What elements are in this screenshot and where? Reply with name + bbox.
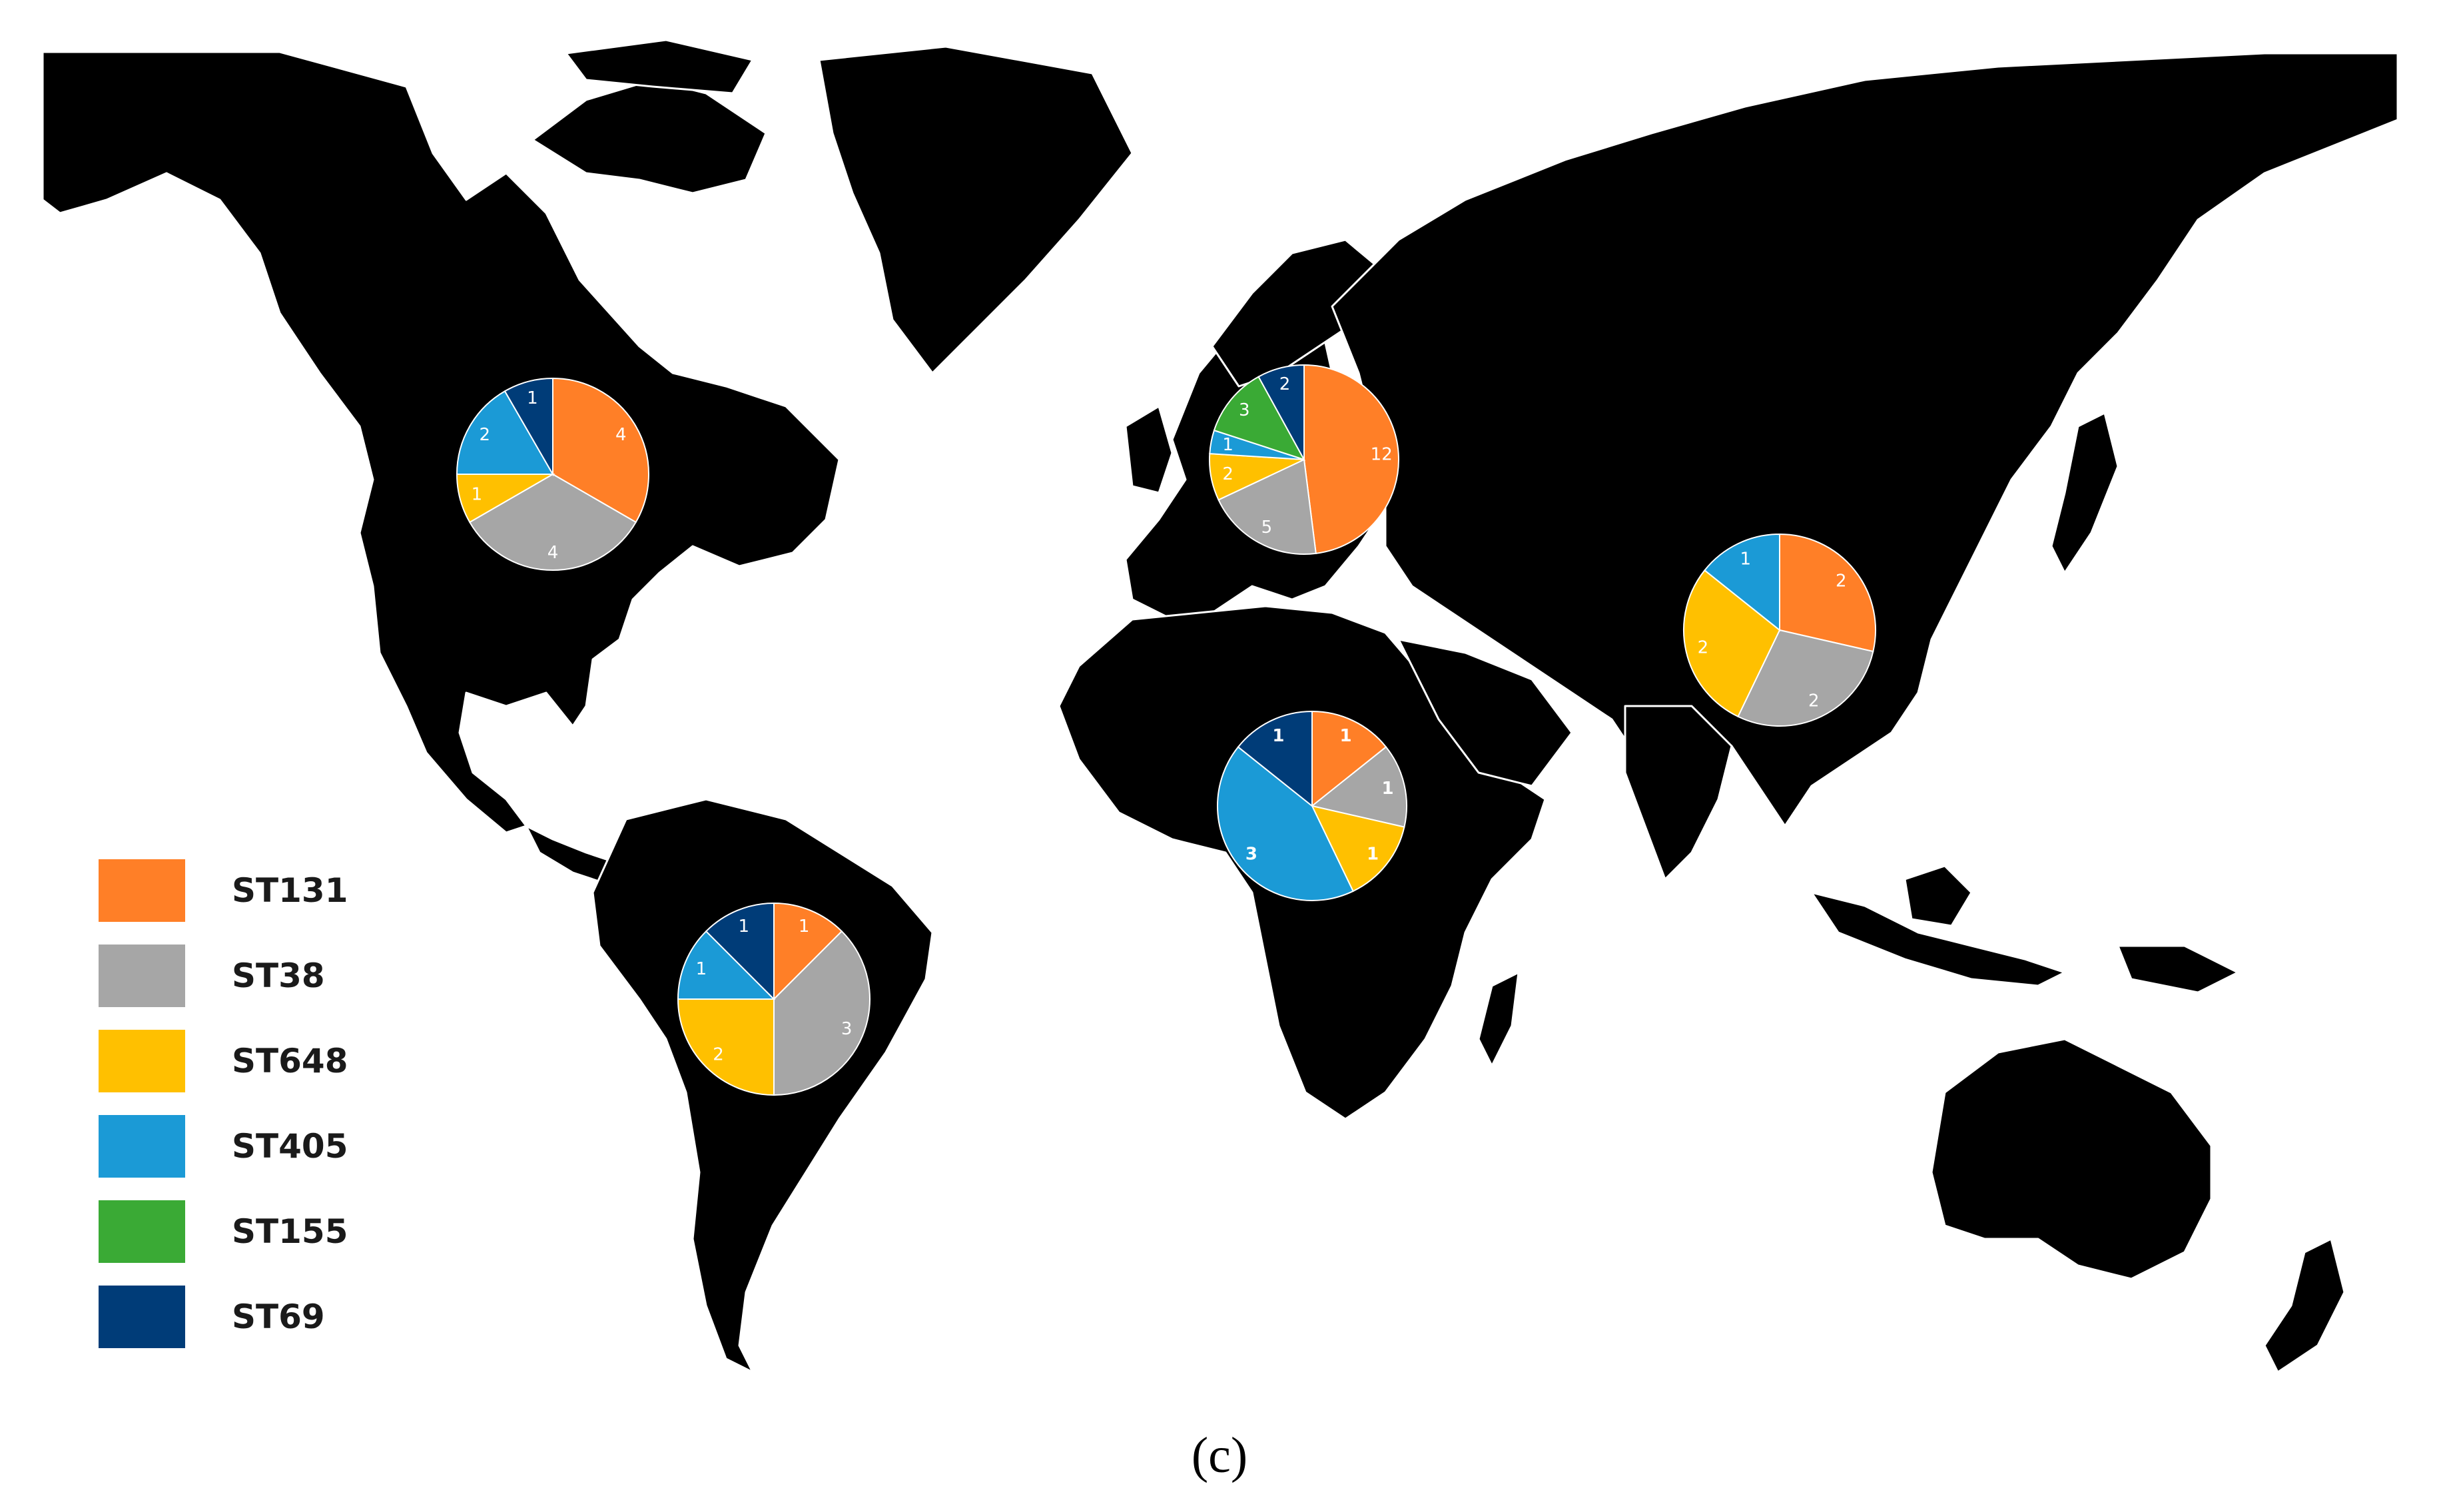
pie-slice-st131 [552, 377, 649, 524]
pie-slice-label: 1 [1740, 550, 1751, 569]
arctic-islands-2 [565, 39, 754, 95]
pie-slice-st405 [456, 390, 554, 475]
pie-slice-label: 3 [1239, 400, 1250, 420]
australia-landmass [1930, 1038, 2213, 1280]
madagascar-landmass [1477, 971, 1520, 1067]
pie-slice-label: 2 [1808, 691, 1820, 711]
pie-slice-label: 1 [1272, 726, 1284, 746]
pie-slice-st131 [773, 902, 843, 1001]
pie-europe: 12 5 2 13 2 [1208, 364, 1399, 555]
pie-slice-st405 [1704, 533, 1780, 632]
legend-label-st155: ST155 [232, 1212, 348, 1251]
pie-slice-label: 4 [547, 543, 559, 563]
new-zealand-landmass [2263, 1238, 2346, 1373]
pie-slice-label: 2 [479, 425, 490, 445]
pie-slice-st131 [1303, 364, 1399, 554]
arabia-landmass [1397, 638, 1573, 787]
pie-slice-label: 2 [1836, 571, 1847, 591]
pie-slice-st405 [1217, 746, 1354, 901]
legend-swatch-st131 [99, 859, 185, 922]
north-america-landmass [41, 51, 841, 834]
pie-slice-st131 [1311, 710, 1387, 808]
pie-slice-label: 4 [615, 425, 627, 445]
pie-slice-label: 5 [1261, 518, 1273, 538]
pie-slice-st648 [1311, 805, 1405, 893]
legend-label-st648: ST648 [232, 1042, 348, 1080]
pie-slice-st38 [773, 930, 871, 1096]
pie-slice-label: 1 [527, 388, 538, 408]
pie-slice-label: 1 [799, 917, 810, 937]
indonesia-islands [1810, 891, 2066, 987]
new-guinea-island [2117, 945, 2239, 994]
pie-slice-label: 1 [696, 959, 707, 979]
japan-landmass [2050, 412, 2119, 574]
uk-landmass [1124, 405, 1174, 494]
pie-slice-label: 12 [1371, 445, 1393, 465]
pie-slice-st38 [1218, 458, 1317, 555]
pie-slice-st131 [1779, 533, 1876, 653]
pie-slice-label: 1 [1222, 435, 1233, 455]
pie-slice-st648 [677, 998, 775, 1096]
pie-slice-st38 [1737, 629, 1874, 727]
pie-slice-label: 1 [1381, 779, 1393, 799]
legend-swatch-st38 [99, 945, 185, 1007]
asia-landmass [1331, 52, 2399, 827]
pie-slice-st155 [1213, 376, 1306, 461]
pie-slice-label: 1 [472, 485, 483, 505]
legend: ST131 ST38 ST648 ST405 ST155 ST69 [99, 859, 348, 1348]
pie-slice-label: 1 [1367, 845, 1379, 865]
legend-swatch-st69 [99, 1286, 185, 1348]
pie-slice-st69 [1257, 364, 1305, 460]
legend-label-st131: ST131 [232, 871, 348, 910]
pie-slice-st38 [1310, 746, 1407, 828]
pie-slice-label: 1 [1339, 726, 1351, 746]
borneo-island [1904, 865, 1973, 927]
pie-slice-st69 [1237, 710, 1313, 808]
pie-slice-label: 2 [1698, 637, 1709, 657]
pie-slice-st38 [468, 473, 637, 571]
arctic-islands [531, 79, 767, 194]
greenland-landmass [818, 45, 1134, 374]
land-masses [41, 39, 2399, 1373]
figure-caption: (c) [1192, 1427, 1247, 1483]
pie-slice-label: 3 [841, 1019, 853, 1039]
pie-slice-st405 [677, 930, 776, 1000]
pie-slice-st69 [705, 902, 775, 1001]
india-landmass [1624, 705, 1733, 881]
pie-asia: 2 2 2 1 [1683, 533, 1876, 727]
pie-slice-label: 2 [1279, 374, 1291, 394]
pie-africa: 1 1 1 3 1 [1217, 710, 1407, 901]
pie-slice-label: 2 [713, 1044, 724, 1064]
legend-label-st69: ST69 [232, 1298, 325, 1336]
pie-slice-st69 [504, 377, 553, 477]
pie-slice-label: 2 [1222, 464, 1233, 484]
pie-south-america: 1 3 2 1 1 [677, 902, 871, 1096]
pie-slice-label: 3 [1245, 845, 1257, 865]
pie-slice-label: 1 [739, 917, 750, 937]
pie-north-america: 4 4 1 2 1 [456, 377, 649, 571]
pie-slice-st648 [1683, 569, 1781, 718]
legend-swatch-st648 [99, 1030, 185, 1092]
legend-swatch-st405 [99, 1115, 185, 1178]
legend-label-st38: ST38 [232, 956, 325, 995]
legend-label-st405: ST405 [232, 1127, 348, 1166]
legend-swatch-st155 [99, 1200, 185, 1263]
